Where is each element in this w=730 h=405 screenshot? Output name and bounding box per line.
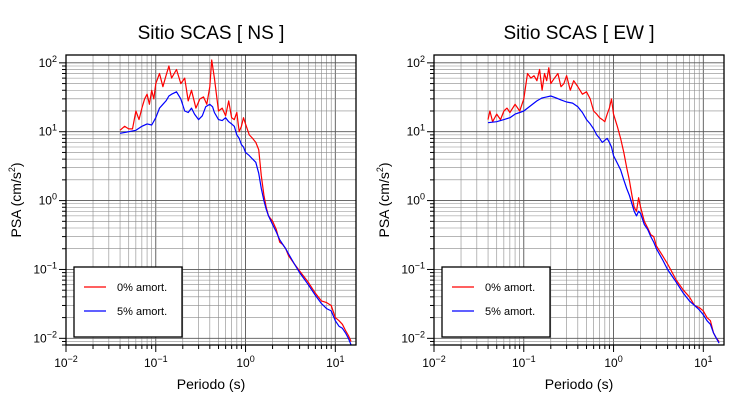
x-tick-label: 101 — [326, 354, 344, 370]
x-tick-label: 101 — [694, 354, 712, 370]
series-line-1 — [119, 91, 352, 346]
y-tick-label: 102 — [407, 54, 425, 70]
x-tick-label: 100 — [604, 354, 622, 370]
y-tick-labels: 10−2 10−1 100 101 102 — [33, 54, 57, 345]
y-tick-label: 100 — [39, 192, 57, 208]
y-axis-label-sup: 2 — [7, 167, 17, 172]
y-tick-label: 10−1 — [33, 260, 57, 276]
y-axis-label-main: PSA (cm/s — [8, 172, 24, 237]
y-tick-label: 10−2 — [33, 329, 57, 345]
legend: 0% amort. 5% amort. — [441, 266, 551, 338]
x-tick-label: 10−1 — [512, 354, 536, 370]
legend-label-0: 0% amort. — [485, 282, 535, 294]
y-tick-label: 10−2 — [401, 329, 425, 345]
y-tick-label: 100 — [407, 192, 425, 208]
legend: 0% amort. 5% amort. — [73, 266, 183, 338]
series-lines — [119, 59, 352, 346]
x-tick-label: 100 — [236, 354, 254, 370]
y-axis-label-end: ) — [8, 162, 24, 167]
legend-label-0: 0% amort. — [117, 282, 167, 294]
legend-label-1: 5% amort. — [485, 306, 535, 318]
plot-frame — [65, 54, 357, 346]
x-tick-label: 10−2 — [422, 354, 446, 370]
x-tick-label: 10−2 — [54, 354, 78, 370]
y-tick-label: 101 — [407, 123, 425, 139]
y-axis-label-sup: 2 — [375, 167, 385, 172]
series-line-0 — [487, 67, 720, 342]
series-line-0 — [119, 59, 352, 342]
legend-box — [73, 266, 183, 338]
plot-frame — [433, 54, 725, 346]
y-tick-label: 101 — [39, 123, 57, 139]
x-axis-label: Periodo (s) — [545, 376, 613, 392]
x-tick-labels: 10−2 10−1 100 101 — [422, 354, 712, 370]
y-axis-label-main: PSA (cm/s — [376, 172, 392, 237]
series-line-1 — [487, 95, 720, 344]
x-tick-labels: 10−2 10−1 100 101 — [54, 354, 344, 370]
x-axis-label: Periodo (s) — [177, 376, 245, 392]
panel-ew: Sitio SCAS [ EW ] 10−2 10−1 100 101 10−210−… — [375, 23, 725, 392]
x-tick-label: 10−1 — [144, 354, 168, 370]
chart-title: Sitio SCAS [ NS ] — [138, 23, 285, 44]
y-tick-label: 102 — [39, 54, 57, 70]
panel-ns: Sitio SCAS [ NS ] 10−2 10−1 100 101 10−210−… — [7, 23, 357, 392]
y-axis-label: PSA (cm/s2) — [7, 162, 24, 237]
y-axis-label-end: ) — [376, 162, 392, 167]
series-lines — [487, 67, 720, 344]
y-tick-labels: 10−2 10−1 100 101 102 — [401, 54, 425, 345]
legend-label-1: 5% amort. — [117, 306, 167, 318]
y-axis-label: PSA (cm/s2) — [375, 162, 392, 237]
chart-title: Sitio SCAS [ EW ] — [504, 23, 655, 44]
legend-box — [441, 266, 551, 338]
y-tick-label: 10−1 — [401, 260, 425, 276]
